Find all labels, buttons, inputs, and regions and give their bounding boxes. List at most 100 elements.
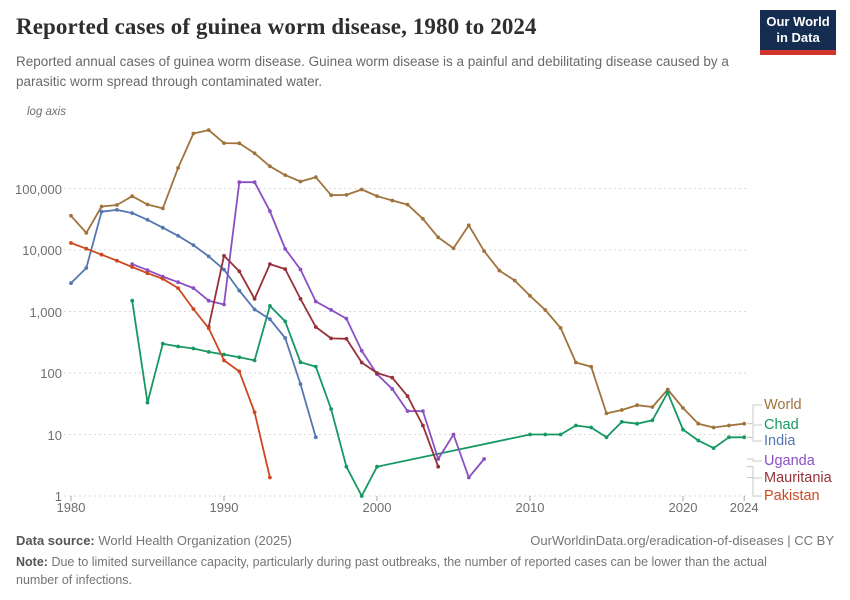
data-point-india [268,317,272,322]
data-point-world [99,204,104,209]
data-point-chad [528,432,532,437]
page-subtitle: Reported annual cases of guinea worm dis… [16,54,729,89]
data-point-chad [222,352,226,357]
data-point-world [359,187,364,192]
y-axis-label-100: 100 [40,366,62,381]
owid-logo[interactable]: Our World in Data [760,10,836,55]
data-point-india [313,435,318,440]
owid-logo-line1: Our World [766,13,830,29]
data-point-uganda [421,409,425,413]
data-point-uganda [451,432,456,437]
legend-label-pakistan[interactable]: Pakistan [764,488,820,504]
data-point-world [635,403,639,408]
data-point-world [145,202,150,207]
legend-label-chad[interactable]: Chad [764,417,799,433]
note-text: Due to limited surveillance capacity, pa… [16,555,767,587]
data-point-pakistan [130,265,135,269]
legend-label-world[interactable]: World [764,397,802,413]
data-point-chad [206,350,211,354]
data-point-mauritania [375,371,379,375]
data-point-world [681,406,685,410]
data-point-chad [130,298,135,303]
data-point-mauritania [252,297,257,301]
data-point-uganda [405,409,410,413]
data-point-uganda [329,308,333,312]
data-point-world [283,173,288,178]
series-line-uganda [131,181,485,479]
data-point-pakistan [252,410,257,415]
data-point-world [466,223,471,228]
chart-footer: Data source: World Health Organization (… [16,533,834,589]
data-point-world [619,408,624,412]
data-source: Data source: World Health Organization (… [16,533,292,548]
data-point-world [482,249,486,254]
source-link[interactable]: OurWorldinData.org/eradication-of-diseas… [530,533,834,548]
data-point-india [283,336,288,340]
legend-label-india[interactable]: India [764,433,796,449]
data-point-world [298,179,303,184]
data-point-world [497,268,502,273]
data-point-world [574,360,578,365]
data-point-uganda [237,180,242,185]
data-point-chad [283,319,288,324]
data-point-world [543,308,548,312]
data-point-india [84,266,89,270]
data-point-world [451,246,456,251]
data-point-chad [558,432,563,437]
x-axis-label-2020: 2020 [668,500,698,515]
data-point-mauritania [298,297,303,301]
data-point-chad [727,435,731,440]
data-point-india [160,225,165,230]
data-point-pakistan [99,252,104,257]
data-point-chad [681,427,685,432]
data-point-world [696,421,701,426]
data-point-world [344,193,349,197]
y-axis-label-10,000: 10,000 [22,243,62,258]
owid-logo-line2: in Data [776,30,820,45]
data-point-uganda [344,316,349,321]
data-point-india [176,233,181,238]
legend-label-mauritania[interactable]: Mauritania [764,470,832,486]
data-point-chad [650,418,655,423]
data-point-uganda [436,457,441,461]
legend-label-uganda[interactable]: Uganda [764,453,815,469]
data-point-world [252,151,257,156]
legend-connector-pakistan [747,476,762,497]
data-point-mauritania [421,423,425,428]
data-point-mauritania [436,464,441,469]
data-point-chad [344,464,349,469]
data-point-mauritania [222,253,226,258]
data-point-mauritania [237,269,242,274]
series-line-mauritania [207,254,440,468]
y-axis-label-1: 1 [54,489,62,504]
data-point-chad [375,464,379,469]
data-point-world [558,326,563,330]
data-point-uganda [176,280,181,285]
data-point-world [237,141,242,146]
data-point-world [711,425,716,430]
legend-connector-india [747,436,762,442]
data-point-chad [329,407,333,411]
y-axis-label-1,000: 1,000 [29,304,62,320]
data-point-chad [574,423,578,428]
data-point-india [99,209,104,214]
data-point-world [313,175,318,180]
page-title: Reported cases of guinea worm disease, 1… [16,14,537,39]
data-point-india [206,254,211,259]
data-point-world [727,423,731,428]
data-point-chad [298,360,303,365]
y-axis-label-100,000: 100,000 [15,181,62,197]
data-point-pakistan [160,276,165,281]
data-point-world [268,164,272,169]
data-point-world [130,194,135,199]
data-point-world [115,203,119,207]
data-point-chad [359,494,364,498]
data-point-uganda [298,267,303,272]
chart-note: Note: Due to limited surveillance capaci… [16,554,782,589]
data-point-pakistan [237,369,242,374]
data-point-uganda [130,262,135,266]
data-point-uganda [390,387,395,391]
data-source-label: Data source: [16,533,95,548]
